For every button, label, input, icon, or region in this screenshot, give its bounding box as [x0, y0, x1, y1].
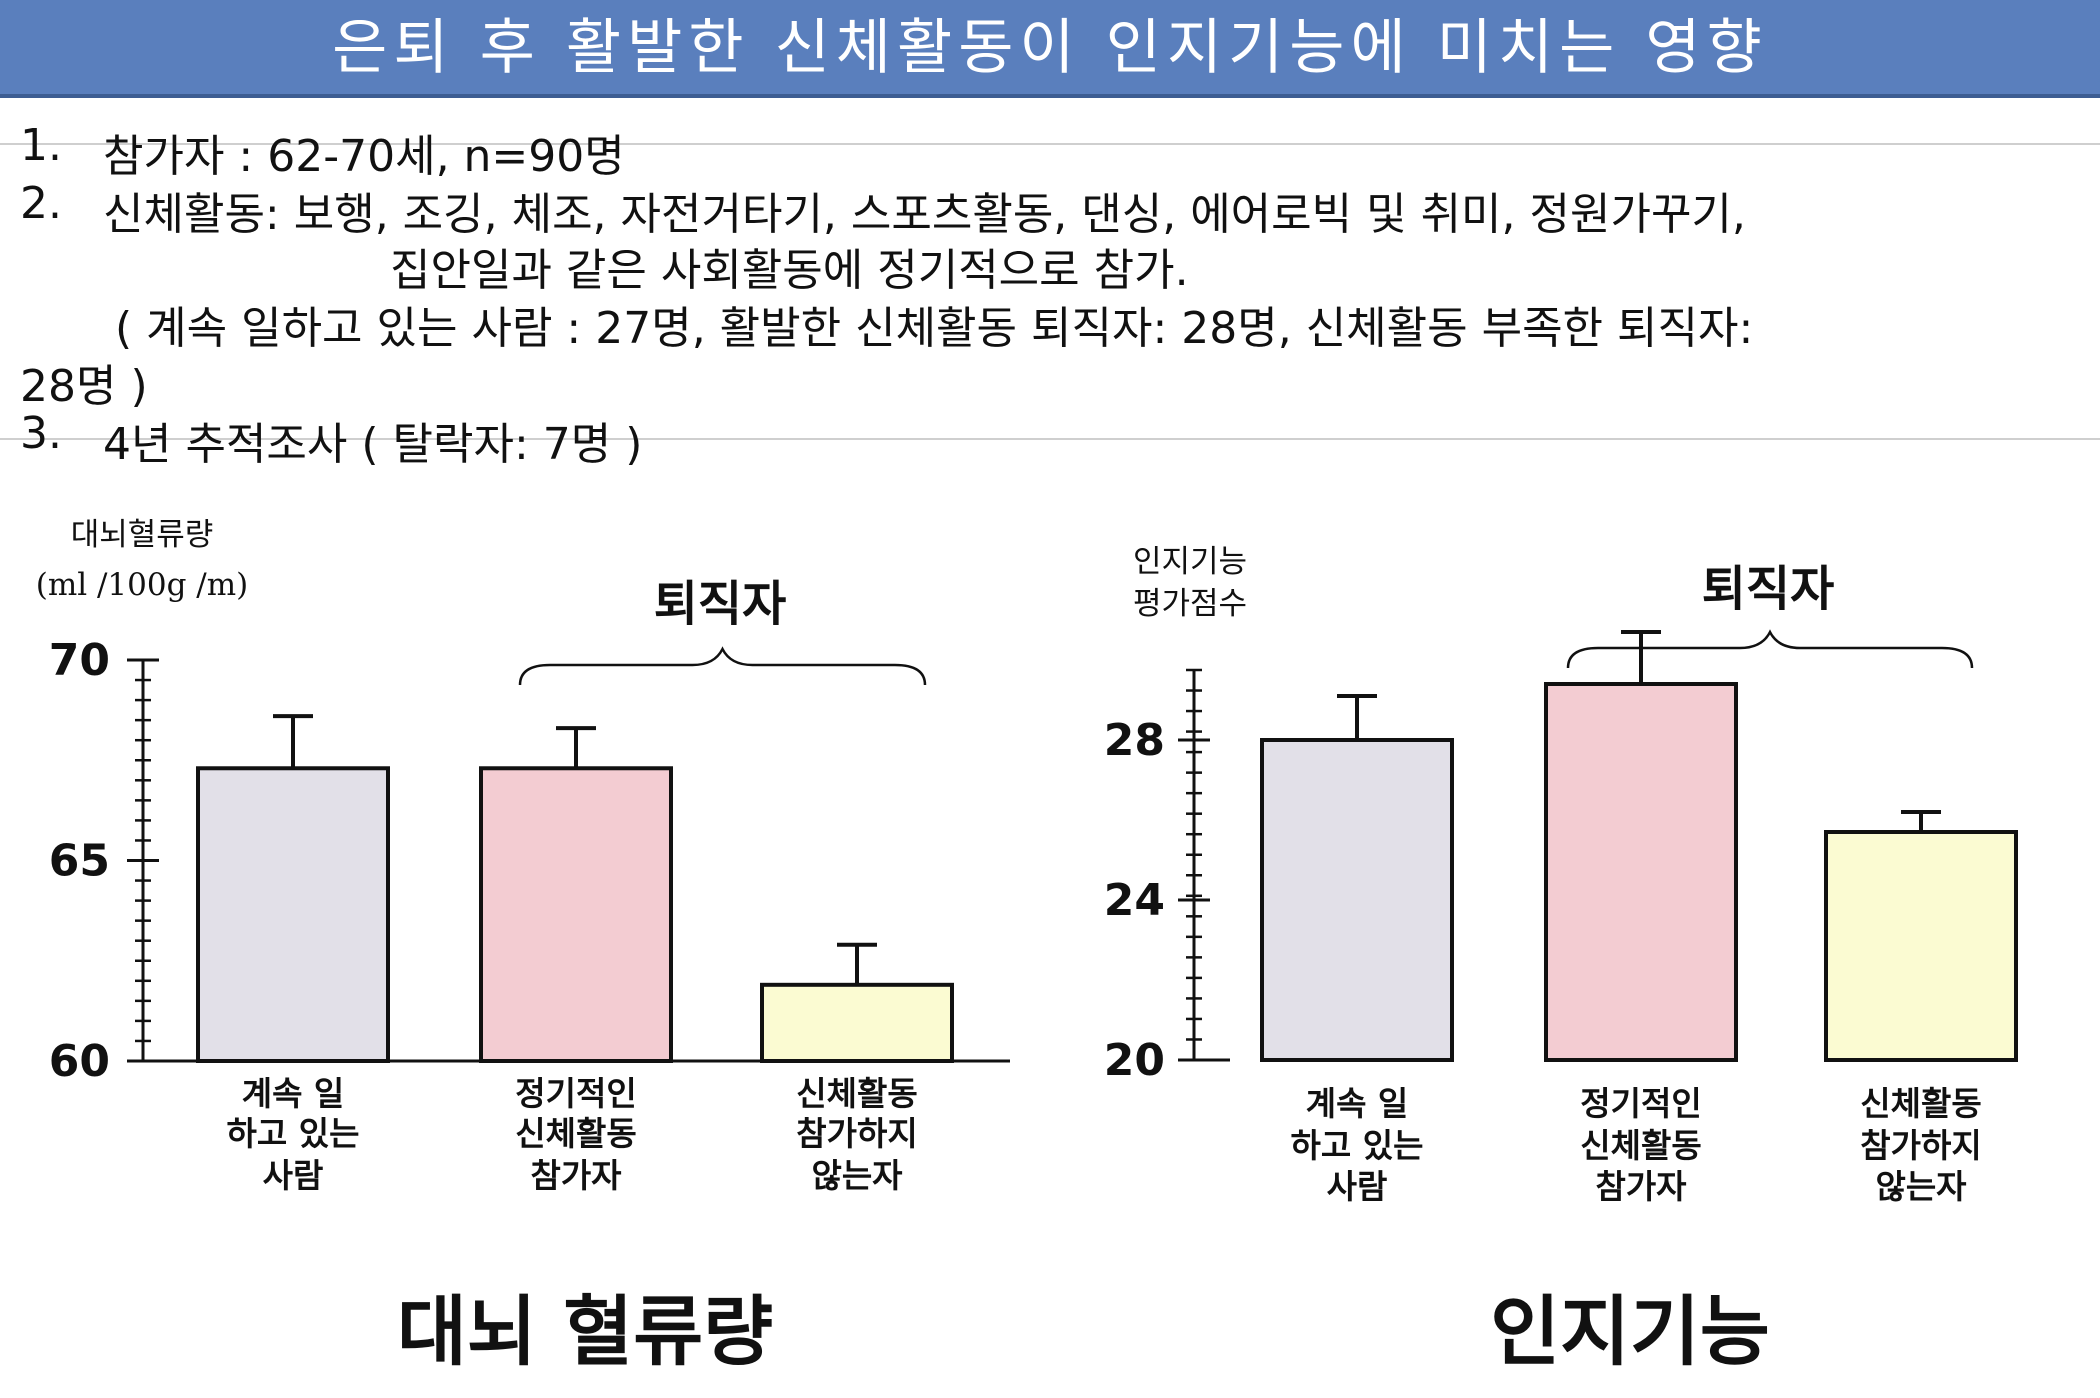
title-bar: 은퇴 후 활발한 신체활동이 인지기능에 미치는 영향: [0, 0, 2100, 98]
chart1-category-label: 정기적인: [515, 1074, 636, 1113]
chart1-retiree-brace: [518, 646, 927, 686]
chart1-caption: 대뇌 혈류량: [396, 1287, 774, 1376]
chart2-tick-label: 28: [1104, 715, 1165, 766]
chart1-bar: [479, 766, 673, 1063]
chart1-bar: [196, 766, 390, 1063]
note-2-continuation: 집안일과 같은 사회활동에 정기적으로 참가.: [390, 245, 1189, 296]
divider-bottom: [0, 438, 2100, 440]
chart1-category-label: 신체활동: [796, 1074, 917, 1113]
chart1-category-label: 참가하지: [796, 1114, 917, 1153]
chart1-category-label: 계속 일: [242, 1074, 345, 1113]
chart1-category-label: 참가자: [530, 1156, 622, 1195]
chart2-caption: 인지기능: [1490, 1287, 1770, 1376]
chart1-category-label: 하고 있는: [227, 1114, 360, 1153]
note-group-counts: ( 계속 일하고 있는 사람 : 27명, 활발한 신체활동 퇴직자: 28명,…: [115, 303, 1754, 354]
chart1-tick-label: 60: [49, 1036, 110, 1087]
chart2-category-label: 신체활동: [1860, 1084, 1981, 1123]
chart2-y-axis-title: 인지기능: [1133, 544, 1247, 580]
chart2-category-label: 신체활동: [1580, 1126, 1701, 1165]
chart1-category-label: 사람: [263, 1156, 324, 1195]
note-2-number: 2.: [20, 178, 62, 229]
chart2-category-label: 하고 있는: [1291, 1126, 1424, 1165]
chart2-category-label: 참가자: [1595, 1167, 1687, 1206]
chart2-bar: [1260, 738, 1454, 1062]
divider-top: [0, 143, 2100, 145]
chart2-category-label: 계속 일: [1306, 1084, 1409, 1123]
chart1-category-label: 않는자: [811, 1156, 903, 1195]
chart2-category-label: 참가하지: [1860, 1126, 1981, 1165]
chart2-category-label: 사람: [1327, 1167, 1388, 1206]
chart1-bar: [760, 982, 954, 1063]
chart2-y-axis-title-line2: 평가점수: [1133, 586, 1247, 622]
note-group-counts-cont: 28명 ): [20, 361, 148, 412]
chart1-y-axis-title: 대뇌혈류량: [71, 517, 214, 553]
chart2-category-label: 정기적인: [1580, 1084, 1701, 1123]
chart2-bar: [1824, 830, 2018, 1062]
chart2-retiree-brace: [1566, 629, 1974, 669]
note-1-text: 참가자 : 62-70세, n=90명: [103, 131, 625, 182]
chart2-bar: [1544, 682, 1738, 1062]
note-2-text: 신체활동: 보행, 조깅, 체조, 자전거타기, 스포츠활동, 댄싱, 에어로빅…: [103, 189, 1746, 240]
chart2-category-label: 않는자: [1875, 1167, 1967, 1206]
note-1-number: 1.: [20, 120, 62, 171]
chart1-category-label: 신체활동: [515, 1114, 636, 1153]
chart1-tick-label: 65: [49, 836, 110, 887]
chart1-y-axis-unit: (ml /100g /m): [36, 567, 249, 603]
chart1-brace-label: 퇴직자: [654, 576, 786, 632]
chart2-brace-label: 퇴직자: [1702, 561, 1834, 617]
note-3-number: 3.: [20, 408, 62, 459]
chart2-tick-label: 20: [1104, 1035, 1165, 1086]
note-3-text: 4년 추적조사 ( 탈락자: 7명 ): [103, 419, 643, 470]
chart2-tick-label: 24: [1104, 875, 1165, 926]
slide-title: 은퇴 후 활발한 신체활동이 인지기능에 미치는 영향: [332, 13, 1768, 83]
chart1-tick-label: 70: [49, 635, 110, 686]
